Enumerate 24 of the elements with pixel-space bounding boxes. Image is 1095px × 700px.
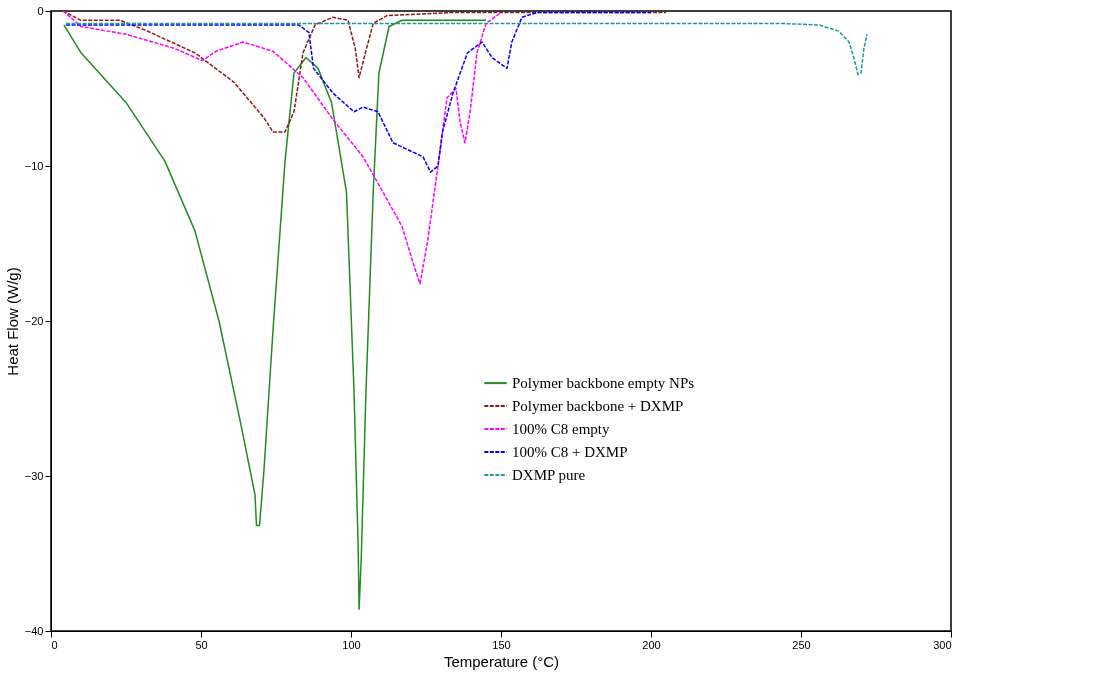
x-tick-label: 200 [642,638,661,651]
line-series [65,11,652,173]
y-axis-title: Heat Flow (W/g) [3,267,21,376]
y-tick-label: 0 [37,4,44,17]
y-tick-label: −40 [24,624,44,637]
y-tick-label: −10 [24,159,44,172]
line-series [65,22,868,76]
line-series [62,10,667,133]
y-tick-label: −20 [24,314,44,327]
x-axis-title: Temperature (°C) [443,652,560,670]
line-series [63,19,487,611]
x-tick-label: 300 [933,638,952,651]
x-tick-label: 250 [792,638,811,651]
x-tick-label: 50 [195,638,208,651]
legend-label: Polymer backbone empty NPs [512,375,695,392]
legend-label: DXMP pure [512,467,586,484]
x-tick-label: 100 [342,638,361,651]
x-tick-label: 150 [492,638,511,651]
y-tick-label: −30 [24,469,44,482]
legend-label: 100% C8 + DXMP [512,444,628,461]
x-tick-label: 0 [51,638,58,651]
line-series [62,10,502,285]
legend-label: 100% C8 empty [512,421,610,438]
legend-label: Polymer backbone + DXMP [512,398,684,415]
